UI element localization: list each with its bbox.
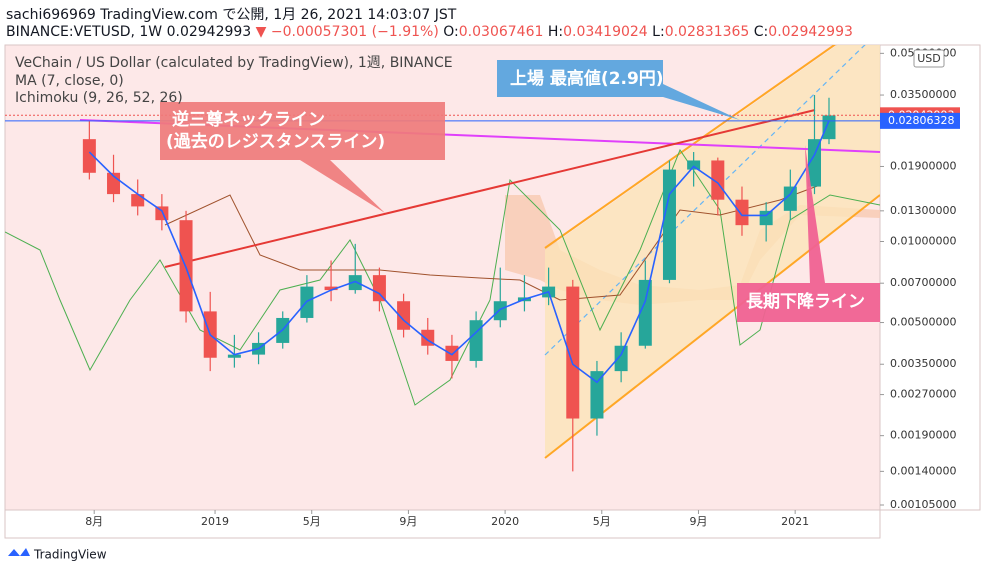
candle-body xyxy=(469,320,483,361)
neckline-callout xyxy=(160,102,445,213)
candle-body xyxy=(590,371,604,419)
h-label: H: xyxy=(548,24,563,40)
x-tick-label: 2019 xyxy=(201,515,229,528)
downtrend-callout xyxy=(737,145,880,322)
x-tick-label: 5月 xyxy=(303,515,321,528)
price-tag-label: 0.02806328 xyxy=(888,114,954,127)
candle-body xyxy=(324,286,338,291)
close-value: 0.02942993 xyxy=(768,24,853,40)
annotation: 上場 最高値(2.9円) xyxy=(510,68,664,89)
y-tick-label: 0.00140000 xyxy=(890,464,956,477)
candle-body xyxy=(445,345,459,361)
chart-title: VeChain / US Dollar (calculated by Tradi… xyxy=(15,55,453,71)
candle-body xyxy=(638,279,652,346)
l-label: L: xyxy=(652,24,665,40)
symbol: BINANCE:VETUSD, 1W 0.02942993 xyxy=(6,24,251,40)
candle-body xyxy=(735,199,749,226)
high-value: 0.03419024 xyxy=(563,24,648,40)
logo xyxy=(8,548,30,556)
c-label: C: xyxy=(754,24,769,40)
candle-body xyxy=(227,354,241,358)
y-tick-label: 0.00270000 xyxy=(890,388,956,401)
x-tick-label: 8月 xyxy=(85,515,103,528)
change: ▼ −0.00057301 (−1.91%) xyxy=(256,24,439,40)
candle-body xyxy=(566,286,580,419)
annotation: 長期下降ライン xyxy=(746,291,865,312)
indicator-label: Ichimoku (9, 26, 52, 26) xyxy=(15,90,183,106)
open-value: 0.03067461 xyxy=(459,24,544,40)
currency-box xyxy=(913,49,945,68)
candle-body xyxy=(662,169,676,280)
time-axis xyxy=(4,509,881,539)
annotation: (過去のレジスタンスライン) xyxy=(166,131,385,152)
footer: TradingView xyxy=(33,548,107,562)
x-tick-label: 9月 xyxy=(689,515,707,528)
y-tick-label: 0.00700000 xyxy=(890,276,956,289)
x-tick-label: 2021 xyxy=(781,515,809,528)
annotation: 逆三尊ネックライン xyxy=(172,109,325,130)
axis-layer: 0.050000000.035000000.019000000.01300000… xyxy=(85,46,960,528)
neckline xyxy=(164,109,816,268)
y-tick-label: 0.00500000 xyxy=(890,316,956,329)
candle-body xyxy=(131,194,145,207)
y-tick-label: 0.03500000 xyxy=(890,88,956,101)
indicator-label: MA (7, close, 0) xyxy=(15,73,124,89)
ichimoku-lagging xyxy=(5,148,880,406)
candle-body xyxy=(822,115,836,140)
low-value: 0.02831365 xyxy=(665,24,750,40)
y-tick-label: 0.00190000 xyxy=(890,429,956,442)
candle-body xyxy=(807,139,821,187)
plot-layer xyxy=(5,45,880,472)
candle-body xyxy=(372,275,386,302)
currency: USD xyxy=(917,52,941,65)
o-label: O: xyxy=(443,24,459,40)
candle-body xyxy=(493,301,507,321)
header-ohlc: BINANCE:VETUSD, 1W 0.02942993 ▼ −0.00057… xyxy=(6,24,853,40)
high-callout xyxy=(497,60,740,120)
price-tag xyxy=(880,112,960,129)
channel-mid xyxy=(544,45,866,356)
channel-upper xyxy=(544,45,837,249)
header-line: sachi696969 TradingView.com で公開, 1月 26, … xyxy=(6,7,457,23)
candle-body xyxy=(687,160,701,170)
candle-body xyxy=(711,160,725,200)
candle-body xyxy=(614,345,628,372)
candle-body xyxy=(783,186,797,211)
candle-body xyxy=(759,210,773,226)
x-tick-label: 2020 xyxy=(491,515,519,528)
y-tick-label: 0.00105000 xyxy=(890,498,956,511)
y-tick-label: 0.01000000 xyxy=(890,235,956,248)
x-tick-label: 5月 xyxy=(593,515,611,528)
ma-line xyxy=(88,120,830,384)
candle-body xyxy=(348,275,362,291)
y-tick-label: 0.00350000 xyxy=(890,357,956,370)
x-tick-label: 9月 xyxy=(399,515,417,528)
candle-body xyxy=(82,139,96,173)
y-tick-label: 0.01900000 xyxy=(890,159,956,172)
y-tick-label: 0.01300000 xyxy=(890,204,956,217)
